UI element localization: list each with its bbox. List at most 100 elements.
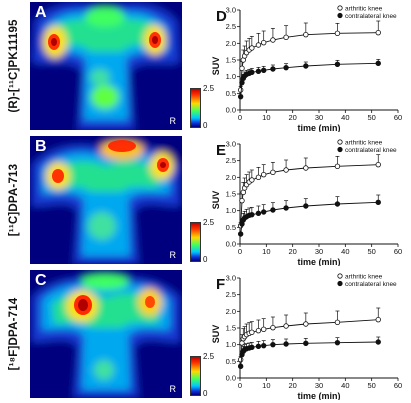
colorbar-max-label: 2.5 xyxy=(203,218,215,227)
legend-marker xyxy=(337,280,343,287)
data-point xyxy=(375,60,381,67)
data-point xyxy=(375,29,381,36)
colorbar-max-label: 2.5 xyxy=(203,84,215,93)
chart-letter: E xyxy=(216,142,227,159)
data-point xyxy=(270,324,276,331)
data-point xyxy=(334,163,341,170)
chart-svg: 0.0 0.5 1.0 1.5 2.0 2.5 3.0 0 10 20 30 40 50 60 time (… xyxy=(211,273,402,400)
side-marker: R xyxy=(169,384,177,394)
x-tick-label: 0 xyxy=(238,381,242,390)
data-point xyxy=(249,45,255,51)
data-point xyxy=(375,339,381,345)
data-point xyxy=(303,203,309,209)
y-tick-label: 3.0 xyxy=(226,140,236,149)
x-tick-label: 40 xyxy=(341,113,349,122)
y-tick-label: 3.0 xyxy=(226,6,236,15)
data-point xyxy=(303,63,309,69)
y-tick-label: 1.0 xyxy=(226,340,236,349)
data-point xyxy=(334,30,341,37)
tracer-label: [¹⁸F]DPA-714 xyxy=(8,297,20,371)
data-point xyxy=(261,67,267,74)
data-point xyxy=(237,231,244,237)
legend-marker xyxy=(337,273,343,279)
legend-marker xyxy=(337,5,343,11)
legend-label: contralateral knee xyxy=(345,147,397,154)
x-tick-label: 50 xyxy=(367,381,375,390)
legend-label: arthritic knee xyxy=(345,273,383,280)
colorbar-min-label: 0 xyxy=(203,121,208,130)
data-point xyxy=(261,342,267,349)
data-point xyxy=(255,210,262,217)
data-point xyxy=(239,65,245,72)
y-tick-label: 1.0 xyxy=(226,206,236,215)
x-tick-label: 30 xyxy=(315,381,323,390)
y-tick-label: 0.0 xyxy=(226,106,236,115)
data-point xyxy=(237,356,244,363)
y-tick-label: 2.0 xyxy=(226,39,236,48)
y-tick-label: 3.0 xyxy=(226,274,236,283)
x-tick-label: 30 xyxy=(315,247,323,256)
data-point xyxy=(255,327,262,334)
y-tick-label: 0.5 xyxy=(226,223,236,232)
data-point xyxy=(375,199,381,206)
data-point xyxy=(334,339,341,346)
x-tick-label: 40 xyxy=(341,381,349,390)
data-point xyxy=(249,211,255,218)
data-point xyxy=(303,340,309,347)
data-point xyxy=(239,197,245,204)
colorbar-min-label: 0 xyxy=(203,255,208,264)
colorbar xyxy=(190,88,201,128)
data-point xyxy=(283,34,289,41)
figure-row-1: (R)-[¹¹C]PK11195 A R 2.5 xyxy=(0,2,411,132)
pet-image-panel: B R xyxy=(30,136,182,264)
panel-letter: C xyxy=(35,272,47,289)
data-point xyxy=(270,169,276,176)
colorbar-max-label: 2.5 xyxy=(203,352,215,361)
data-point xyxy=(255,174,262,181)
chart-svg: 0.0 0.5 1.0 1.5 2.0 2.5 3.0 0 10 20 30 40 50 60 time (… xyxy=(211,139,402,266)
pet-heatmap xyxy=(30,136,182,264)
data-point xyxy=(237,93,244,100)
y-axis-title: SUV xyxy=(211,325,221,344)
chart-svg: 0.0 0.5 1.0 1.5 2.0 2.5 3.0 0 10 20 30 40 50 60 time (… xyxy=(211,5,402,132)
y-axis-title: SUV xyxy=(211,191,221,210)
data-point xyxy=(334,61,341,68)
side-marker: R xyxy=(169,116,177,126)
data-point xyxy=(270,66,276,72)
pet-heatmap xyxy=(30,270,182,398)
legend-label: contralateral knee xyxy=(345,13,397,20)
legend-marker xyxy=(337,12,343,19)
x-tick-label: 10 xyxy=(262,113,270,122)
data-point xyxy=(240,189,246,196)
data-point xyxy=(303,165,309,171)
x-tick-label: 40 xyxy=(341,247,349,256)
x-tick-label: 60 xyxy=(394,113,402,122)
y-tick-label: 1.5 xyxy=(226,324,236,333)
y-tick-label: 1.5 xyxy=(226,56,236,65)
colorbar xyxy=(190,356,201,396)
data-point xyxy=(283,205,289,211)
y-axis-title: SUV xyxy=(211,57,221,76)
figure-row-2: [¹¹C]DPA-713 B R 2.5 0 0. xyxy=(0,136,411,266)
data-point xyxy=(249,177,255,183)
data-point xyxy=(334,201,341,207)
x-tick-label: 20 xyxy=(288,381,296,390)
x-tick-label: 20 xyxy=(288,113,296,122)
y-tick-label: 0.0 xyxy=(226,374,236,383)
x-tick-label: 60 xyxy=(394,381,402,390)
series-line xyxy=(240,201,379,235)
series-line xyxy=(240,32,379,91)
pet-image-panel: A R xyxy=(30,2,182,130)
y-tick-label: 2.0 xyxy=(226,307,236,316)
series-line xyxy=(240,319,379,360)
data-point xyxy=(237,87,244,93)
data-point xyxy=(261,39,267,46)
x-axis-title: time (min) xyxy=(297,257,340,266)
y-tick-label: 2.5 xyxy=(226,290,236,299)
data-point xyxy=(270,341,276,348)
data-point xyxy=(239,79,245,86)
suv-chart: 0.0 0.5 1.0 1.5 2.0 2.5 3.0 0 10 20 30 40 50 60 time (… xyxy=(210,270,411,400)
legend-marker xyxy=(337,139,343,145)
legend-marker xyxy=(337,146,343,153)
x-axis-title: time (min) xyxy=(297,123,340,132)
